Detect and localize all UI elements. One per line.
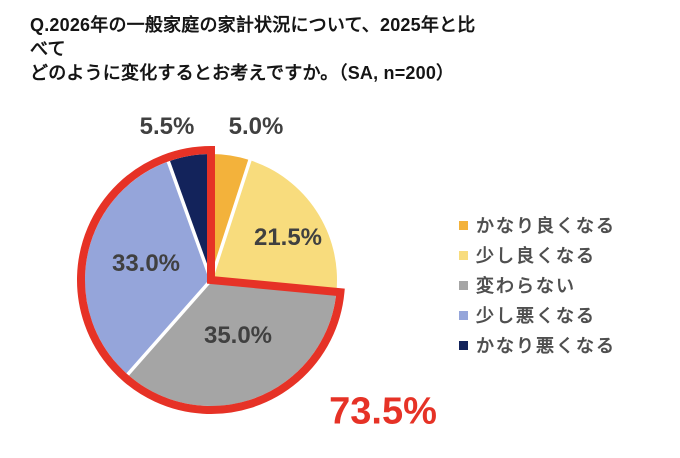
legend-item: 変わらない xyxy=(459,270,616,300)
legend: かなり良くなる 少し良くなる 変わらない 少し悪くなる かなり悪くなる xyxy=(459,210,616,360)
legend-swatch-icon xyxy=(459,250,468,260)
slice-label-sukoshi-yokunaru: 21.5% xyxy=(253,224,323,251)
legend-swatch-icon xyxy=(459,340,468,350)
legend-label: 少し悪くなる xyxy=(476,306,596,326)
legend-swatch-icon xyxy=(459,220,468,230)
chart-question-title: Q.2026年の一般家庭の家計状況について、2025年と比べて どのように変化す… xyxy=(30,13,490,85)
legend-swatch-icon xyxy=(459,310,468,320)
title-line-2: どのように変化するとお考えですか。（SA, n=200） xyxy=(30,63,455,83)
highlight-total-label: 73.5% xyxy=(329,390,437,433)
highlight-outline xyxy=(77,145,345,414)
slice-divider xyxy=(125,278,213,377)
legend-item: かなり良くなる xyxy=(459,210,616,240)
slice-divider xyxy=(166,159,213,281)
legend-label: かなり悪くなる xyxy=(476,336,616,356)
slice-label-kawaranai: 35.0% xyxy=(203,322,273,349)
pie-chart xyxy=(77,145,345,414)
slice-label-kanari-yokunaru: 5.0% xyxy=(228,113,284,140)
title-line-1: Q.2026年の一般家庭の家計状況について、2025年と比べて xyxy=(30,15,476,59)
legend-item: かなり悪くなる xyxy=(459,330,616,360)
legend-label: 変わらない xyxy=(476,276,576,296)
legend-item: 少し悪くなる xyxy=(459,300,616,330)
pie-slice-3 xyxy=(84,161,211,375)
legend-label: かなり良くなる xyxy=(476,216,616,236)
slice-label-sukoshi-warukunaru: 33.0% xyxy=(111,250,181,277)
pie-slice-1 xyxy=(211,160,337,292)
legend-label: 少し良くなる xyxy=(476,246,596,266)
slice-divider xyxy=(209,158,252,281)
legend-item: 少し良くなる xyxy=(459,240,616,270)
legend-swatch-icon xyxy=(459,280,468,290)
pie-slice-2 xyxy=(127,280,337,407)
slice-label-kanari-warukunaru: 5.5% xyxy=(139,113,195,140)
